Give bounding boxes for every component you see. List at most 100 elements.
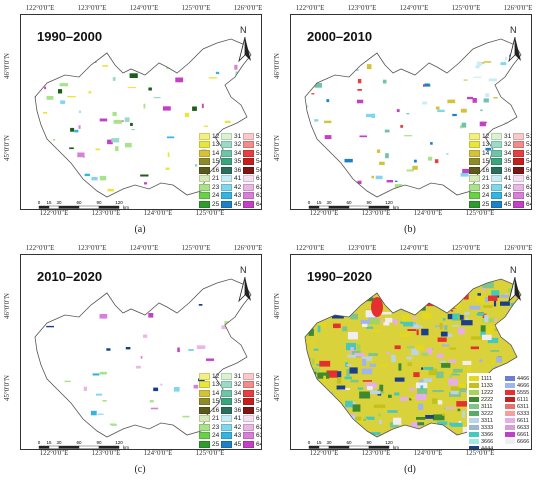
legend-code: 51: [526, 132, 531, 140]
land-use-patch: [327, 285, 337, 294]
land-use-patch: [463, 293, 469, 300]
legend-entry: 61: [243, 175, 261, 183]
study-area-boundary: [34, 278, 252, 438]
legend-swatch: [513, 209, 524, 210]
legend-code: 24: [212, 192, 220, 200]
legend-code: 36: [234, 166, 242, 174]
land-use-patch: [321, 259, 330, 264]
legend-entry: 1111: [469, 376, 505, 382]
land-use-patch: [346, 364, 352, 366]
land-use-patch: [347, 332, 358, 340]
land-use-patch: [487, 337, 499, 344]
land-use-change-patch: [123, 51, 132, 55]
land-use-change-patch: [324, 135, 332, 140]
north-label: N: [240, 265, 247, 275]
land-use-patch: [491, 290, 500, 297]
legend-code: 3666: [481, 438, 494, 445]
land-use-change-patch: [150, 407, 159, 410]
land-use-patch: [394, 345, 401, 350]
land-use-change-patch: [102, 65, 108, 67]
land-use-patch: [415, 345, 425, 351]
scale-bar-label: 30: [56, 440, 62, 445]
land-use-patch: [417, 422, 425, 426]
land-use-change-patch: [481, 62, 485, 64]
land-use-patch: [438, 281, 443, 289]
legend-swatch: [491, 166, 502, 174]
land-use-patch: [450, 422, 463, 427]
land-use-patch: [450, 284, 461, 287]
land-use-change-patch: [46, 325, 54, 328]
land-use-patch: [481, 297, 489, 302]
land-use-patch: [416, 417, 426, 420]
legend-code: 21: [212, 175, 220, 183]
land-use-change-patch: [167, 136, 175, 139]
legend-code: 53: [526, 149, 531, 157]
legend-code: 36: [234, 406, 242, 414]
land-use-patch: [407, 280, 415, 287]
land-use-patch: [361, 368, 373, 375]
legend-code: 4666: [517, 382, 530, 389]
legend-row: 23 42 62: [199, 423, 261, 432]
legend-entry: 51: [513, 132, 531, 140]
scale-bar-label: 15: [316, 200, 322, 205]
land-use-patch: [438, 400, 443, 405]
legend-entry: 63: [513, 192, 531, 200]
land-use-patch: [479, 359, 483, 362]
land-use-patch: [442, 303, 451, 307]
land-use-change-patch: [72, 55, 76, 57]
land-use-change-patch: [371, 113, 376, 118]
land-use-change-patch: [206, 358, 215, 361]
legend-entry: 53: [243, 149, 261, 157]
land-use-change-patch: [74, 129, 79, 133]
legend-code: 15: [212, 158, 220, 166]
legend-code: 3222: [481, 410, 494, 417]
study-area-boundary: [304, 278, 522, 438]
legend-entry: 65: [243, 449, 262, 450]
land-use-patch: [488, 295, 498, 301]
land-use-change-patch: [382, 79, 387, 84]
legend-swatch: [469, 132, 480, 140]
land-use-patch: [323, 298, 327, 301]
legend-entry: 32: [491, 141, 513, 149]
study-area-map: [34, 38, 252, 198]
legend-code: 13: [482, 141, 490, 149]
land-use-change-patch: [307, 143, 316, 147]
land-use-patch: [466, 366, 472, 372]
legend-code: 5555: [517, 389, 530, 396]
land-use-patch: [447, 282, 457, 288]
land-use-patch: [500, 294, 509, 298]
land-use-patch: [365, 416, 374, 419]
legend-swatch: [221, 209, 232, 210]
latitude-tick-label: 45°0'0"N: [272, 375, 281, 401]
land-use-patch: [476, 312, 484, 316]
legend-swatch: [199, 440, 210, 448]
land-use-change-patch: [198, 378, 205, 382]
legend-swatch: [469, 446, 479, 449]
legend-swatch: [491, 149, 502, 157]
land-use-patch: [412, 264, 419, 266]
legend-swatch: [469, 158, 480, 166]
legend-code: 14: [212, 389, 220, 397]
scale-bar-label: 120: [385, 440, 393, 445]
legend-swatch: [469, 439, 479, 444]
land-use-patch: [380, 318, 383, 323]
land-use-change-patch: [422, 101, 428, 105]
legend-swatch: [221, 389, 232, 397]
land-use-change-patch: [208, 77, 217, 79]
legend-code: 3366: [481, 431, 494, 438]
land-use-patch: [337, 371, 342, 378]
land-use-change-patch: [56, 156, 62, 161]
legend-swatch: [243, 432, 254, 440]
legend-entry: 13: [199, 381, 221, 389]
longitude-tick-label: 125°0'0"E: [451, 4, 481, 12]
latitude-tick-label: 46°0'0"N: [2, 53, 11, 79]
land-use-patch: [331, 313, 344, 319]
legend-entry: 25: [199, 200, 221, 208]
legend-swatch: [199, 398, 210, 406]
land-use-patch: [394, 319, 398, 325]
land-use-change-patch: [306, 104, 309, 108]
legend-entry: 62: [243, 423, 261, 431]
land-use-change-patch: [140, 174, 149, 177]
land-use-patch: [354, 352, 365, 357]
